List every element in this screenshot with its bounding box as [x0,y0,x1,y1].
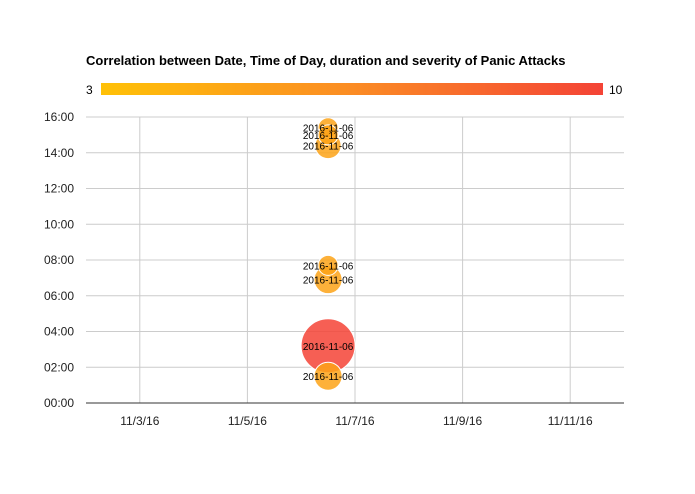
y-tick-label: 04:00 [44,325,74,339]
y-tick-label: 00:00 [44,396,74,410]
bubble-label: 2016-11-06 [303,261,354,272]
color-axis-gradient-bar [101,83,603,95]
gridlines [86,116,624,403]
x-tick-label: 11/7/16 [335,414,374,428]
color-axis-min-label: 3 [86,83,93,97]
y-tick-label: 06:00 [44,289,74,303]
y-tick-label: 16:00 [44,110,74,124]
bubble-point[interactable] [313,361,343,391]
bubble-label: 2016-11-06 [303,124,354,135]
bubble-labels: 2016-11-062016-11-062016-11-062016-11-06… [303,124,354,383]
x-tick-label: 11/9/16 [443,414,482,428]
x-tick-label: 11/3/16 [120,414,159,428]
bubble-label: 2016-11-06 [303,142,354,153]
bubble-label: 2016-11-06 [303,276,354,287]
bubble-label: 2016-11-06 [303,342,354,353]
y-tick-label: 08:00 [44,253,74,267]
color-axis-legend: 3 10 [86,83,623,97]
y-tick-label: 12:00 [44,182,74,196]
bubbles [300,117,356,391]
bubble-point[interactable] [317,254,339,276]
y-tick-label: 02:00 [44,360,74,374]
bubble-label: 2016-11-06 [303,131,354,142]
y-tick-label: 14:00 [44,146,74,160]
axes: 00:00 02:00 04:00 06:00 08:00 10:00 12:00 14:00… [44,110,624,428]
bubble-point[interactable] [317,124,339,146]
chart-title: Correlation between Date, Time of Day, d… [86,53,566,68]
color-axis-max-label: 10 [609,83,623,97]
y-tick-label: 10:00 [44,217,74,231]
bubble-label: 2016-11-06 [303,372,354,383]
x-tick-label: 11/11/16 [548,414,593,428]
x-tick-label: 11/5/16 [228,414,267,428]
